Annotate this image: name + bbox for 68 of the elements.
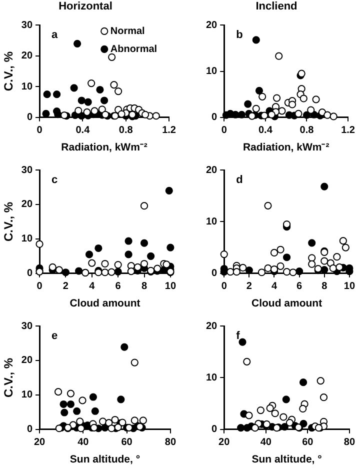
x-tick-label: 60 bbox=[121, 437, 133, 448]
x-tick-label: 20 bbox=[218, 437, 230, 448]
x-tick-label: 60 bbox=[302, 437, 314, 448]
x-tick-label: 40 bbox=[78, 437, 90, 448]
x-tick-label: 1.2 bbox=[162, 125, 176, 136]
y-tick-label: 20 bbox=[21, 355, 33, 366]
y-tick-label: 0 bbox=[26, 268, 33, 280]
y-tick-label: 0 bbox=[212, 112, 218, 124]
x-tick-label: 1.2 bbox=[341, 125, 356, 136]
x-axis-title: Sun altitude, ° bbox=[252, 454, 322, 466]
annotation: e bbox=[52, 330, 58, 342]
x-tick-label: 0 bbox=[221, 281, 228, 292]
x-tick-label: 2 bbox=[62, 281, 69, 292]
y-tick-label: 0 bbox=[212, 268, 218, 280]
x-tick-label: 20 bbox=[34, 437, 46, 448]
y-tick-label: 10 bbox=[206, 216, 218, 228]
x-tick-label: 10 bbox=[344, 281, 356, 292]
y-axis-title: C.V., % bbox=[2, 51, 16, 92]
annotation: c bbox=[52, 174, 58, 186]
x-tick-label: 10 bbox=[164, 281, 176, 292]
x-tick-label: 0 bbox=[36, 281, 43, 292]
y-tick-label: 10 bbox=[21, 81, 33, 92]
x-tick-label: 6 bbox=[296, 281, 303, 292]
x-tick-label: 0 bbox=[221, 125, 228, 136]
x-axis-title: Sun altitude, ° bbox=[70, 454, 140, 466]
y-axis-title: C.V., % bbox=[2, 202, 16, 242]
y-tick-label: 30 bbox=[21, 164, 33, 176]
x-tick-label: 40 bbox=[260, 437, 272, 448]
x-tick-label: 4 bbox=[89, 281, 96, 292]
x-tick-label: 4 bbox=[271, 281, 278, 292]
x-tick-label: 6 bbox=[115, 281, 122, 292]
y-axis-title: C.V., % bbox=[2, 358, 16, 398]
annotation: d bbox=[236, 174, 243, 186]
y-tick-label: 20 bbox=[206, 164, 218, 176]
y-tick-label: 0 bbox=[26, 424, 33, 436]
x-tick-label: 0.4 bbox=[258, 125, 273, 136]
y-tick-label: 20 bbox=[21, 199, 33, 210]
y-tick-label: 10 bbox=[21, 234, 33, 245]
legend-label: Abnormal bbox=[110, 44, 158, 55]
legend-label: Normal bbox=[110, 26, 146, 37]
y-tick-label: 20 bbox=[21, 50, 33, 62]
y-tick-label: 30 bbox=[21, 20, 33, 31]
x-axis-title: Radiation, kWm⁻² bbox=[61, 142, 148, 154]
annotation: f bbox=[236, 330, 240, 342]
y-tick-label: 10 bbox=[206, 372, 218, 384]
y-tick-label: 20 bbox=[206, 320, 218, 332]
y-tick-label: 20 bbox=[206, 20, 218, 31]
x-axis-title: Radiation, kWm⁻² bbox=[242, 142, 330, 154]
x-tick-label: 8 bbox=[141, 281, 148, 292]
x-tick-label: 80 bbox=[164, 437, 176, 448]
y-tick-label: 30 bbox=[21, 320, 33, 332]
x-tick-label: 0.8 bbox=[118, 125, 134, 136]
x-tick-label: 0.8 bbox=[300, 125, 314, 136]
x-tick-label: 0.4 bbox=[76, 125, 90, 136]
x-tick-label: 2 bbox=[246, 281, 252, 292]
annotation: b bbox=[236, 29, 244, 42]
x-tick-label: 80 bbox=[344, 437, 356, 448]
x-axis-title: Cloud amount bbox=[251, 298, 323, 310]
y-tick-label: 10 bbox=[21, 390, 33, 401]
y-tick-label: 0 bbox=[212, 424, 218, 436]
x-tick-label: 0 bbox=[36, 125, 43, 136]
x-tick-label: 8 bbox=[322, 281, 328, 292]
annotation: a bbox=[52, 29, 59, 42]
x-axis-title: Cloud amount bbox=[70, 298, 141, 310]
chart-title: Horizontal bbox=[58, 0, 112, 13]
y-tick-label: 10 bbox=[206, 66, 218, 78]
y-tick-label: 0 bbox=[26, 112, 33, 124]
chart-title: Incliend bbox=[256, 0, 298, 13]
